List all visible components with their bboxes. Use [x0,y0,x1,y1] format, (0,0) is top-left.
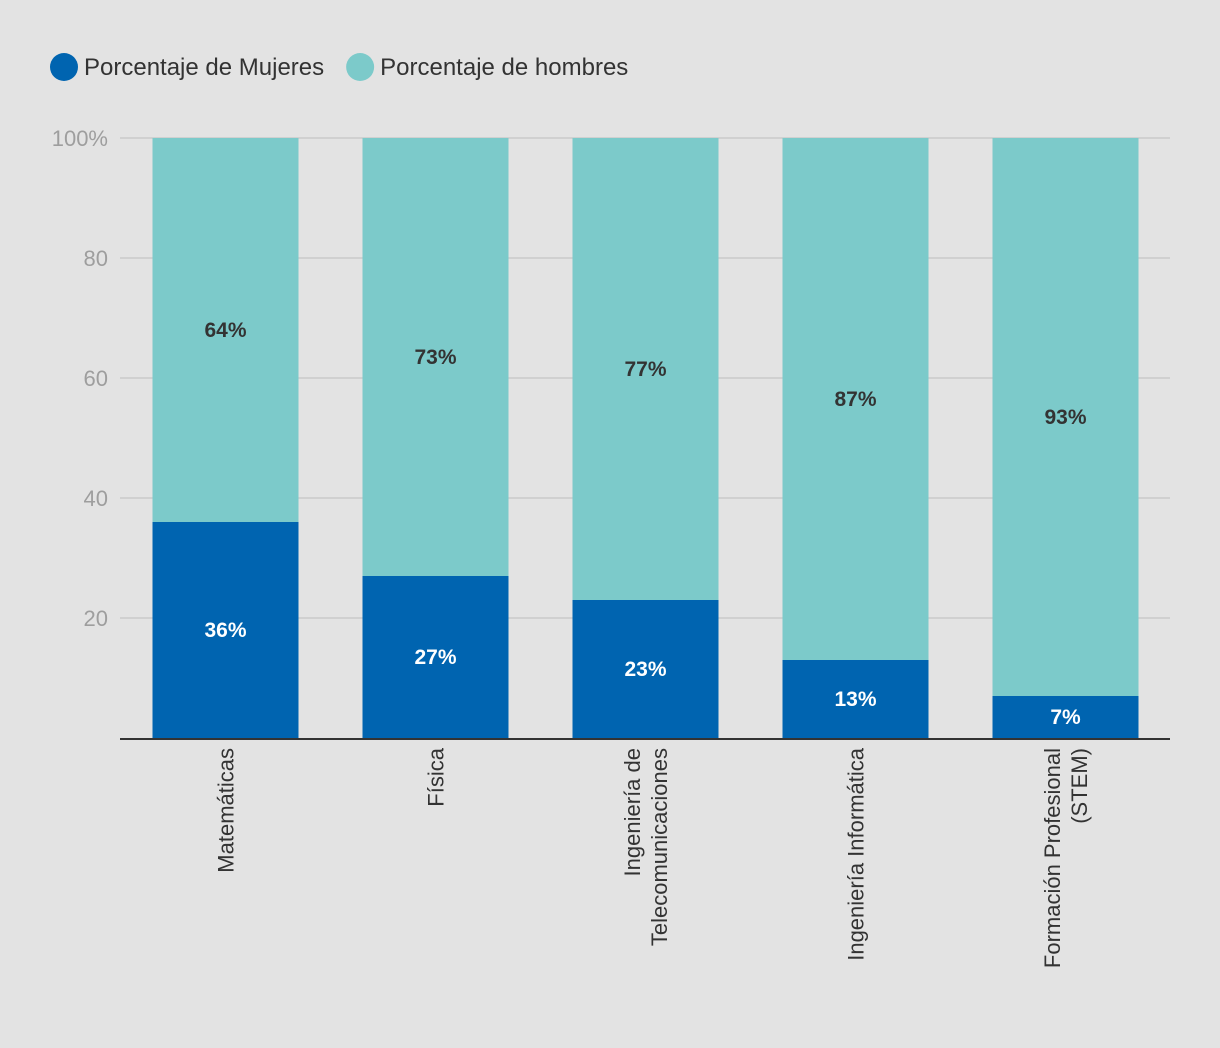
bar-segment [362,138,509,576]
category-label: Formación Profesional [1040,748,1065,968]
category-label: Física [424,747,449,806]
bar-segment [782,138,929,660]
data-label: 64% [204,319,246,342]
bar-segment [782,660,929,738]
bar-segment [362,576,509,738]
category-label: Ingeniería Informática [844,747,869,961]
y-tick-label: 80 [84,246,108,271]
y-tick-label: 60 [84,366,108,391]
data-label: 13% [834,688,876,711]
bar-segment [992,138,1139,696]
category-label: Ingeniería de [620,748,645,876]
y-tick-label: 100% [52,126,108,151]
data-label: 77% [624,358,666,381]
legend: Porcentaje de Mujeres Porcentaje de hombr… [50,53,628,81]
data-label: 93% [1044,406,1086,429]
y-tick-label: 40 [84,486,108,511]
data-label: 87% [834,388,876,411]
category-label: (STEM) [1067,748,1092,824]
bar-segment [152,138,299,522]
bar-segment [992,696,1139,738]
legend-label-0: Porcentaje de Mujeres [84,54,324,81]
y-axis: 20 40 60 80 100% [52,126,108,631]
legend-swatch-1 [346,53,375,81]
legend-swatch-0 [50,53,78,81]
legend-label-1: Porcentaje de hombres [380,54,628,81]
category-label: Matemáticas [214,748,239,873]
bar-segment [572,600,719,738]
data-label: 23% [624,658,666,681]
data-label: 36% [204,619,246,642]
category-label: Telecomunicaciones [647,748,672,946]
bar-segment [572,138,719,600]
value-labels: 36% 64% 27% 73% 23% 77% 13% 87% 7% 93% [204,319,1086,729]
y-tick-label: 20 [84,606,108,631]
category-labels: Matemáticas Física Ingeniería de Telecomuni… [214,747,1093,968]
data-label: 73% [414,346,456,369]
data-label: 7% [1050,706,1081,729]
bar-segment [152,522,299,738]
data-label: 27% [414,646,456,669]
bars [152,138,1139,738]
